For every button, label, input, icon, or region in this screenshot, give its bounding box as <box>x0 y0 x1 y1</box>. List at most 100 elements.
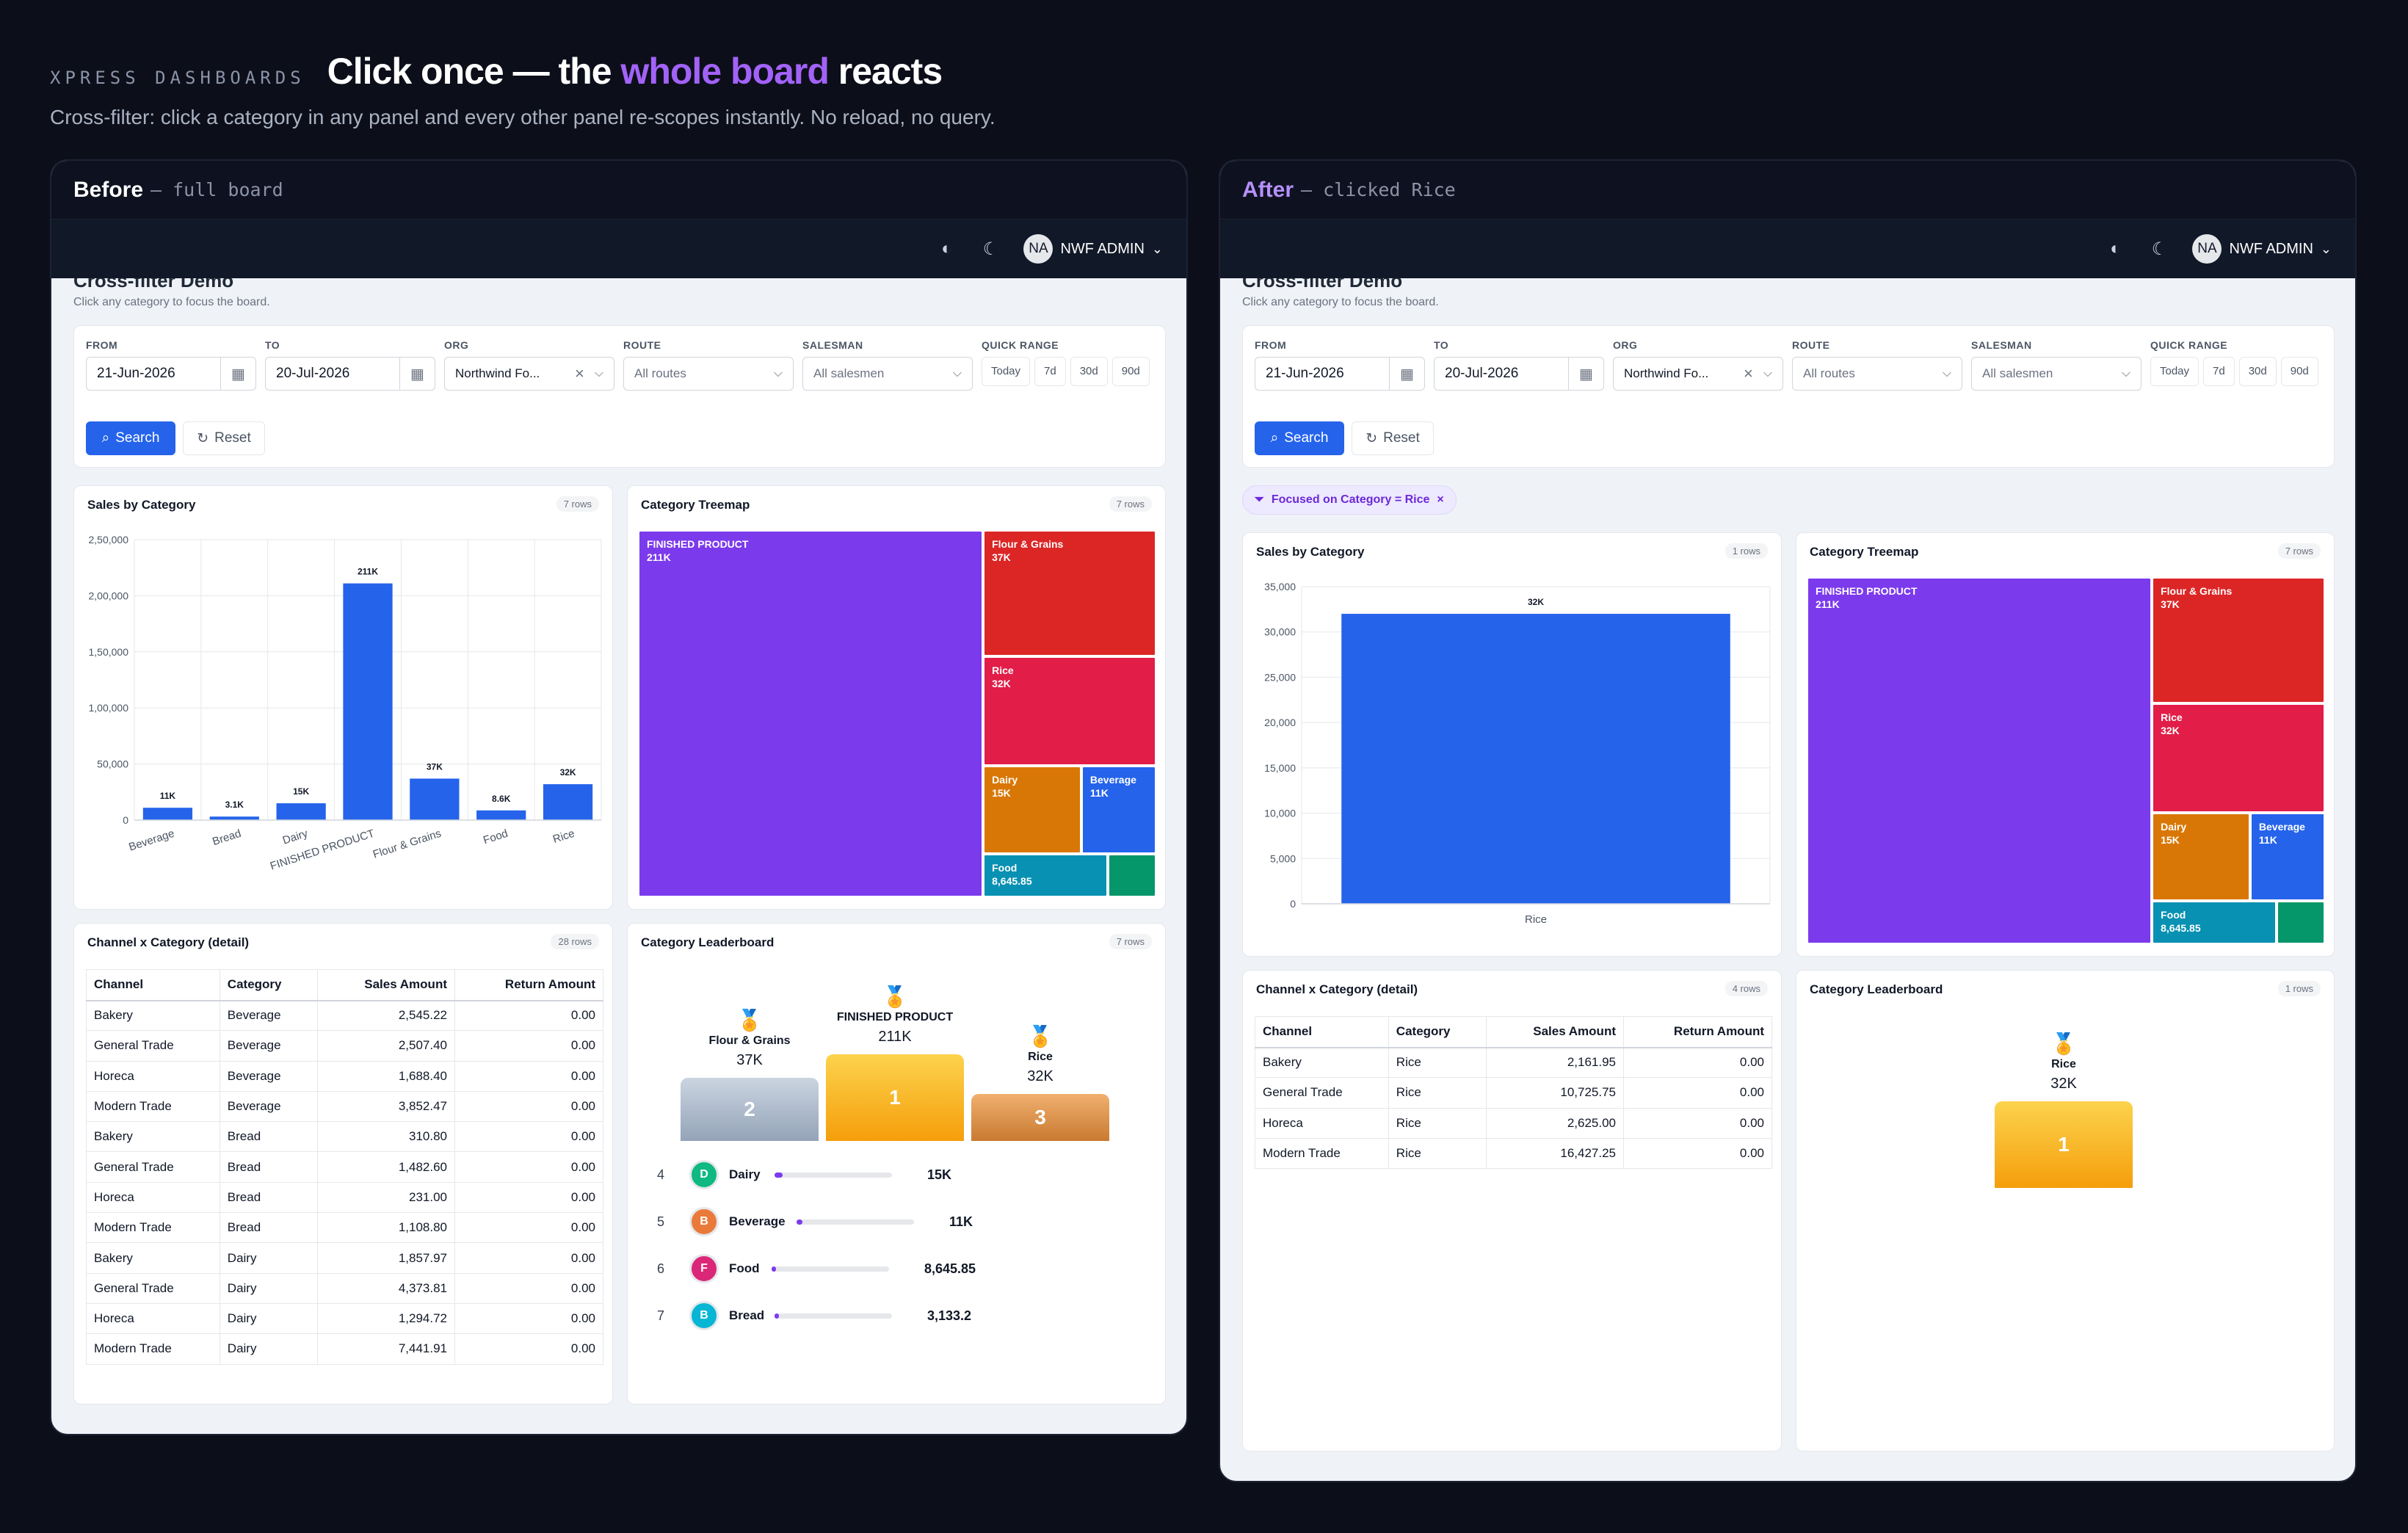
treemap-tile[interactable]: Rice 32K <box>2153 704 2324 811</box>
table-header[interactable]: Return Amount <box>454 969 603 1001</box>
chevron-down-icon[interactable]: ⌵ <box>2121 367 2130 380</box>
podium-place[interactable]: 🏅 Flour & Grains 37K 2 <box>681 1010 819 1141</box>
treemap-tile[interactable] <box>1109 855 1155 896</box>
table-row[interactable]: General Trade Beverage 2,507.40 0.00 <box>86 1030 603 1062</box>
leaderboard-row[interactable]: 5 B Beverage 11K <box>657 1207 973 1236</box>
clear-icon[interactable]: × <box>575 364 584 383</box>
table-row[interactable]: General Trade Bread 1,482.60 0.00 <box>86 1151 603 1183</box>
treemap-tile[interactable]: Beverage 11K <box>1082 766 1155 853</box>
user-name[interactable]: NWF ADMIN <box>2229 240 2313 257</box>
table-row[interactable]: Bakery Rice 2,161.95 0.00 <box>1255 1047 1772 1079</box>
table-row[interactable]: Modern Trade Beverage 3,852.47 0.00 <box>86 1091 603 1123</box>
bar[interactable] <box>209 816 259 820</box>
podium-place[interactable]: 🏅 Rice 32K 3 <box>971 1026 1109 1141</box>
reset-button[interactable]: ↻ Reset <box>183 421 265 455</box>
reset-button[interactable]: ↻ Reset <box>1352 421 1434 455</box>
salesman-select[interactable]: All salesmen ⌵ <box>802 357 973 391</box>
from-date-input[interactable]: 21-Jun-2026 ▦ <box>86 357 256 391</box>
table-row[interactable]: Bakery Beverage 2,545.22 0.00 <box>86 1000 603 1032</box>
table-row[interactable]: Horeca Rice 2,625.00 0.00 <box>1255 1108 1772 1139</box>
bar[interactable] <box>476 810 526 820</box>
quick-range-3[interactable]: 90d <box>1111 357 1150 386</box>
treemap-tile[interactable]: Food 8,645.85 <box>2153 902 2276 943</box>
table-row[interactable]: General Trade Rice 10,725.75 0.00 <box>1255 1077 1772 1109</box>
to-date-input[interactable]: 20-Jul-2026 ▦ <box>1434 357 1604 391</box>
chevron-down-icon[interactable]: ⌵ <box>773 367 783 380</box>
treemap-tile[interactable]: Beverage 11K <box>2251 813 2324 900</box>
treemap-tile[interactable]: Dairy 15K <box>984 766 1080 853</box>
clear-icon[interactable]: × <box>1744 364 1753 383</box>
treemap-tile[interactable]: FINISHED PRODUCT 211K <box>639 532 982 896</box>
table-header[interactable]: Category <box>1388 1016 1487 1048</box>
quick-range-0[interactable]: Today <box>2150 357 2200 386</box>
leaderboard-row[interactable]: 4 D Dairy 15K <box>657 1160 951 1189</box>
table-row[interactable]: Modern Trade Bread 1,108.80 0.00 <box>86 1212 603 1244</box>
from-date-input[interactable]: 21-Jun-2026 ▦ <box>1255 357 1425 391</box>
table-row[interactable]: Horeca Bread 231.00 0.00 <box>86 1182 603 1214</box>
chevron-down-icon[interactable]: ⌵ <box>1763 367 1772 380</box>
treemap-tile[interactable]: Flour & Grains 37K <box>2153 579 2324 702</box>
calendar-icon[interactable]: ▦ <box>399 358 435 390</box>
chevron-down-icon[interactable]: ⌵ <box>952 367 962 380</box>
table-row[interactable]: Bakery Dairy 1,857.97 0.00 <box>86 1242 603 1274</box>
chevron-down-icon[interactable]: ⌄ <box>1151 241 1163 256</box>
treemap-tile[interactable]: Dairy 15K <box>2153 813 2249 900</box>
moon-icon[interactable]: ☾ <box>2151 239 2168 259</box>
table-header[interactable]: Sales Amount <box>1486 1016 1625 1048</box>
table-header[interactable]: Category <box>220 969 318 1001</box>
quick-range-1[interactable]: 7d <box>1034 357 1066 386</box>
palette-icon[interactable]: ◐ <box>2110 239 2121 258</box>
treemap-tile[interactable]: Rice 32K <box>984 657 1155 764</box>
palette-icon[interactable]: ◐ <box>941 239 952 258</box>
quick-range-0[interactable]: Today <box>982 357 1031 386</box>
focus-chip[interactable]: ⏷ Focused on Category = Rice × <box>1242 485 1457 515</box>
table-row[interactable]: Horeca Beverage 1,688.40 0.00 <box>86 1061 603 1092</box>
table-header[interactable]: Channel <box>86 969 220 1001</box>
chevron-down-icon[interactable]: ⌄ <box>2320 241 2332 256</box>
avatar[interactable]: NA <box>2192 234 2222 264</box>
treemap-tile[interactable]: Flour & Grains 37K <box>984 532 1155 655</box>
quick-range-2[interactable]: 30d <box>1070 357 1108 386</box>
calendar-icon[interactable]: ▦ <box>220 358 255 390</box>
salesman-select[interactable]: All salesmen ⌵ <box>1971 357 2142 391</box>
bar[interactable] <box>343 583 393 820</box>
table-row[interactable]: Modern Trade Rice 16,427.25 0.00 <box>1255 1138 1772 1170</box>
bar[interactable] <box>276 803 326 820</box>
treemap-tile[interactable]: Food 8,645.85 <box>984 855 1107 896</box>
search-button[interactable]: ⌕ Search <box>1255 421 1344 455</box>
podium-place[interactable]: 🏅 Rice 32K 1 <box>1995 1033 2133 1188</box>
table-header[interactable]: Channel <box>1255 1016 1389 1048</box>
quick-range-3[interactable]: 90d <box>2280 357 2318 386</box>
bar[interactable] <box>142 808 193 820</box>
podium-place[interactable]: 🏅 FINISHED PRODUCT 211K 1 <box>826 986 964 1141</box>
org-select[interactable]: Northwind Fo... × ⌵ <box>1613 357 1783 391</box>
calendar-icon[interactable]: ▦ <box>1389 358 1424 390</box>
route-select[interactable]: All routes ⌵ <box>623 357 794 391</box>
avatar[interactable]: NA <box>1023 234 1054 264</box>
quick-range-2[interactable]: 30d <box>2238 357 2277 386</box>
quick-range-1[interactable]: 7d <box>2203 357 2235 386</box>
table-row[interactable]: Horeca Dairy 1,294.72 0.00 <box>86 1303 603 1335</box>
chevron-down-icon[interactable]: ⌵ <box>1942 367 1951 380</box>
moon-icon[interactable]: ☾ <box>982 239 999 259</box>
table-row[interactable]: Bakery Bread 310.80 0.00 <box>86 1121 603 1153</box>
table-row[interactable]: General Trade Dairy 4,373.81 0.00 <box>86 1273 603 1304</box>
route-select[interactable]: All routes ⌵ <box>1792 357 1962 391</box>
leaderboard-row[interactable]: 7 B Bread 3,133.2 <box>657 1301 971 1330</box>
treemap-tile[interactable] <box>2278 902 2324 943</box>
to-date-input[interactable]: 20-Jul-2026 ▦ <box>265 357 435 391</box>
bar[interactable] <box>410 778 460 820</box>
chevron-down-icon[interactable]: ⌵ <box>594 367 603 380</box>
user-name[interactable]: NWF ADMIN <box>1060 240 1145 257</box>
org-select[interactable]: Northwind Fo... × ⌵ <box>444 357 614 391</box>
bar[interactable] <box>1341 614 1730 904</box>
table-header[interactable]: Sales Amount <box>317 969 456 1001</box>
bar[interactable] <box>543 784 593 820</box>
search-button[interactable]: ⌕ Search <box>86 421 175 455</box>
leaderboard-row[interactable]: 6 F Food 8,645.85 <box>657 1254 976 1283</box>
close-icon[interactable]: × <box>1437 493 1444 506</box>
table-row[interactable]: Modern Trade Dairy 7,441.91 0.00 <box>86 1333 603 1365</box>
table-header[interactable]: Return Amount <box>1623 1016 1772 1048</box>
treemap-tile[interactable]: FINISHED PRODUCT 211K <box>1808 579 2151 943</box>
calendar-icon[interactable]: ▦ <box>1568 358 1603 390</box>
